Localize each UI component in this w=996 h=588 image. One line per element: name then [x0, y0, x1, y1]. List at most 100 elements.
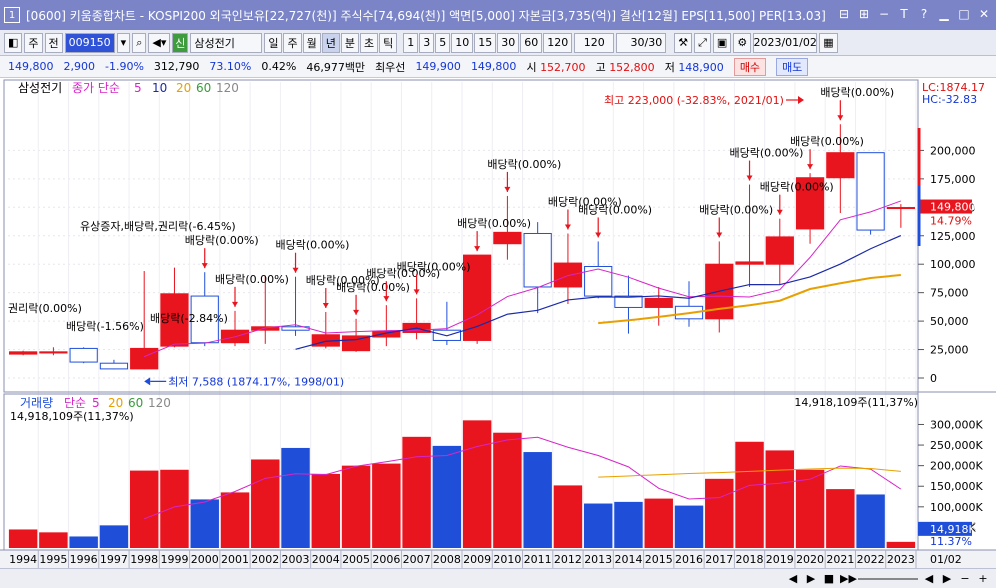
- open-label: 시: [526, 60, 537, 74]
- layout-icon[interactable]: ⊞: [858, 7, 870, 21]
- high-price: 152,800: [609, 60, 655, 74]
- help-icon[interactable]: ?: [920, 7, 928, 21]
- minute-button-3[interactable]: 3: [419, 32, 435, 53]
- fast-forward-icon[interactable]: ▶▶: [840, 572, 857, 585]
- minimize-icon[interactable]: −: [878, 7, 890, 21]
- dividend-label: 배당락(0.00%): [215, 273, 289, 286]
- gear-icon[interactable]: ⚙: [733, 32, 752, 53]
- period-tab-3[interactable]: 년: [321, 32, 340, 53]
- panel-icon[interactable]: ◧: [4, 32, 23, 53]
- volume-bar: [553, 485, 583, 548]
- scroll-track[interactable]: [858, 577, 918, 580]
- period-tab-1[interactable]: 주: [283, 32, 302, 53]
- low-price: 148,900: [678, 60, 724, 74]
- volume-tick-label: 200,000K: [930, 460, 983, 473]
- sell-button[interactable]: 매도: [776, 57, 809, 76]
- volume-bar: [735, 441, 764, 548]
- candle: [826, 124, 855, 213]
- sound-icon[interactable]: ◀▾: [148, 32, 171, 53]
- search-icon[interactable]: ⌕: [132, 32, 147, 53]
- date-field[interactable]: 2023/01/02: [753, 32, 818, 53]
- chart-area[interactable]: 0 25,000 50,000 75,000 100,000 125,000 150,000…: [0, 78, 996, 572]
- minute-button-120[interactable]: 120: [543, 32, 573, 53]
- page-left-icon[interactable]: ◀: [924, 572, 934, 585]
- dividend-label: 배당락(0.00%): [790, 135, 864, 148]
- x-tick-label: 2008: [433, 553, 461, 566]
- low-label: 저: [664, 60, 675, 74]
- high-label: 고: [595, 60, 606, 74]
- credit-badge-icon[interactable]: 신: [172, 32, 189, 53]
- adj-select[interactable]: 전: [44, 32, 63, 53]
- type-select[interactable]: 주: [24, 32, 43, 53]
- pin-icon[interactable]: T: [900, 7, 908, 21]
- best-bid: 149,800: [470, 60, 517, 73]
- dividend-arrow-head: [322, 303, 329, 308]
- change-percent: -1.90%: [105, 60, 144, 73]
- minute-button-15[interactable]: 15: [474, 32, 497, 53]
- volume-tick-label: 250,000K: [930, 439, 983, 452]
- minute-button-60[interactable]: 60: [520, 32, 543, 53]
- dividend-arrow-head: [232, 301, 238, 307]
- minute-button-5[interactable]: 5: [435, 32, 451, 53]
- dividend-arrow-head: [716, 232, 723, 238]
- corporate-action-label: 배당락(-1.56%): [66, 320, 144, 333]
- volume-bar: [644, 498, 673, 548]
- current-volume-marker-label: 14,918K: [930, 523, 976, 536]
- play-icon[interactable]: ▶: [806, 572, 816, 585]
- dividend-arrow-head: [292, 267, 299, 273]
- minute-button-10[interactable]: 10: [451, 32, 474, 53]
- calendar-icon[interactable]: ▦: [819, 32, 838, 53]
- save-icon[interactable]: ▣: [712, 32, 732, 53]
- period-tab-2[interactable]: 월: [302, 32, 321, 53]
- x-tick-label: 2019: [766, 553, 794, 566]
- tools-icon[interactable]: ⚒: [674, 32, 693, 53]
- volume-bar: [795, 469, 825, 548]
- candle: [251, 275, 280, 344]
- candle: [644, 286, 673, 326]
- current-volume-pct: 11.37%: [930, 535, 972, 548]
- volume-bar: [251, 459, 280, 548]
- count-field[interactable]: 30/30: [616, 32, 667, 53]
- candle: [614, 275, 643, 334]
- minute-select[interactable]: 120: [574, 32, 615, 53]
- period-tab-0[interactable]: 일: [264, 32, 283, 53]
- period-tab-6[interactable]: 틱: [379, 32, 398, 53]
- volume-bar: [8, 529, 38, 548]
- corporate-action-label: 권리락(0.00%): [8, 302, 82, 315]
- close-icon[interactable]: ✕: [978, 7, 990, 21]
- volume-bar: [220, 492, 250, 548]
- dividend-arrow-head: [564, 224, 571, 230]
- period-tab-4[interactable]: 분: [340, 32, 359, 53]
- zoom-out-icon[interactable]: −: [960, 572, 970, 585]
- x-tick-label: 2015: [645, 553, 673, 566]
- dividend-arrow-head: [746, 175, 753, 181]
- title-bar: 1 [0600] 키움종합차트 - KOSPI200 외국인보유[22,727(…: [0, 0, 996, 30]
- volume-right-value: 14,918,109주(11,37%): [794, 396, 918, 409]
- code-dropdown-icon[interactable]: ▾: [116, 32, 131, 53]
- max-window-icon[interactable]: □: [958, 7, 970, 21]
- minute-button-30[interactable]: 30: [497, 32, 520, 53]
- zoom-in-icon[interactable]: +: [978, 572, 988, 585]
- dividend-label: 배당락(0.00%): [397, 260, 471, 273]
- dividend-label: 배당락(0.00%): [760, 181, 834, 194]
- ma10-label: 10: [152, 81, 167, 95]
- volume-tick-label: 150,000K: [930, 480, 983, 493]
- period-tab-5[interactable]: 초: [359, 32, 379, 53]
- ma5-label: 5: [134, 81, 142, 95]
- min-window-icon[interactable]: ▁: [939, 7, 949, 21]
- volume-bar: [311, 473, 341, 548]
- minute-button-1[interactable]: 1: [403, 32, 419, 53]
- candle: [886, 204, 915, 228]
- page-right-icon[interactable]: ▶: [942, 572, 952, 585]
- stop-icon[interactable]: ■: [823, 572, 835, 585]
- buy-button[interactable]: 매수: [733, 57, 767, 76]
- draw-icon[interactable]: ⤢: [694, 32, 711, 53]
- scroll-left-icon[interactable]: ◀: [788, 572, 798, 585]
- stock-code-input[interactable]: 009150: [64, 32, 115, 53]
- dividend-label: 배당락(0.00%): [366, 267, 440, 280]
- stock-name-field: 삼성전기: [190, 32, 263, 53]
- link-icon[interactable]: ⊟: [838, 7, 850, 21]
- volume-bar: [281, 447, 310, 548]
- dividend-arrow-head: [837, 115, 844, 121]
